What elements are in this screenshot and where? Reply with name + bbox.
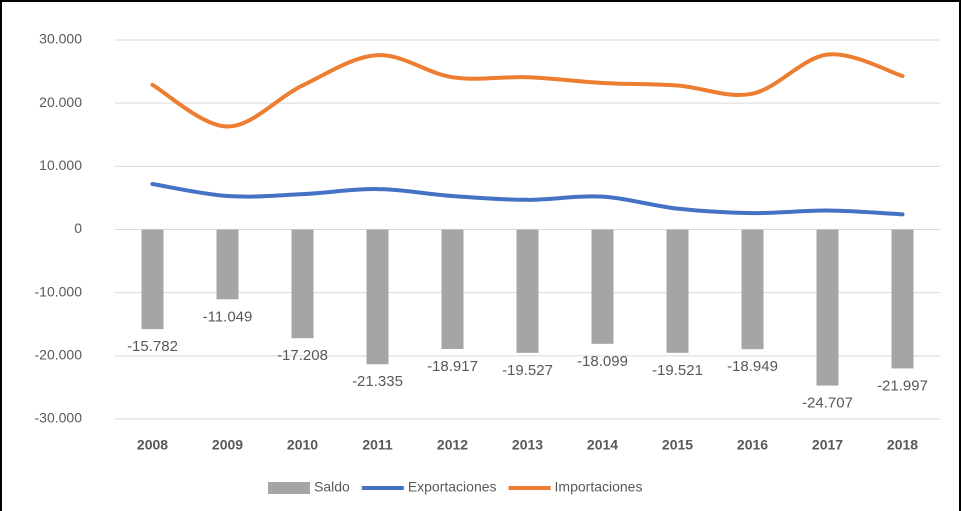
data-label: -18.917 [427,358,478,375]
x-tick-label: 2011 [362,437,393,453]
bar [741,229,764,350]
x-tick-label: 2008 [137,437,168,453]
data-label: -18.949 [727,358,778,375]
x-tick-label: 2015 [662,437,693,453]
x-tick-label: 2014 [587,437,618,453]
data-label: -15.782 [127,338,178,355]
y-tick-label: 20.000 [39,94,82,110]
legend-label: Saldo [314,479,350,495]
y-tick-label: -20.000 [35,347,83,363]
data-label: -11.049 [203,308,253,325]
data-label: -21.335 [352,373,403,390]
legend-label: Exportaciones [408,479,497,495]
bar [291,229,314,339]
y-tick-label: -10.000 [35,283,83,299]
line [150,182,905,217]
data-label: -21.997 [877,377,928,394]
y-tick-label: -30.000 [35,410,83,426]
bar [591,229,614,344]
legend-swatch [268,482,310,494]
x-tick-label: 2010 [287,437,318,453]
data-label: -17.208 [277,347,328,364]
data-label: -19.527 [502,362,553,379]
line [150,52,905,129]
data-label: -24.707 [802,395,853,412]
x-tick-label: 2018 [887,437,918,453]
bar [891,229,914,369]
legend-label: Importaciones [555,479,643,495]
x-tick-label: 2016 [737,437,768,453]
bar [216,229,239,300]
x-tick-label: 2017 [812,437,843,453]
bar [441,229,464,349]
data-label: -18.099 [577,353,628,370]
x-tick-label: 2013 [512,437,543,453]
bar [366,229,389,365]
y-tick-label: 0 [74,220,82,236]
bar [666,229,689,353]
y-tick-label: 10.000 [39,157,82,173]
x-tick-label: 2009 [212,437,243,453]
bar [816,229,839,386]
x-tick-label: 2012 [437,437,468,453]
data-label: -19.521 [652,362,703,379]
bar [516,229,539,353]
bar [141,229,164,330]
y-tick-label: 30.000 [39,31,82,47]
